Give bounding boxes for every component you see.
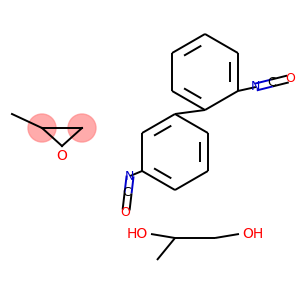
Text: C: C [268,76,276,88]
Text: N: N [124,169,134,182]
Circle shape [68,114,96,142]
Text: C: C [123,187,131,200]
Text: O: O [120,206,130,218]
Text: N: N [251,80,261,92]
Circle shape [28,114,56,142]
Text: O: O [285,71,295,85]
Text: OH: OH [242,227,264,241]
Text: HO: HO [126,227,148,241]
Text: O: O [57,149,68,163]
